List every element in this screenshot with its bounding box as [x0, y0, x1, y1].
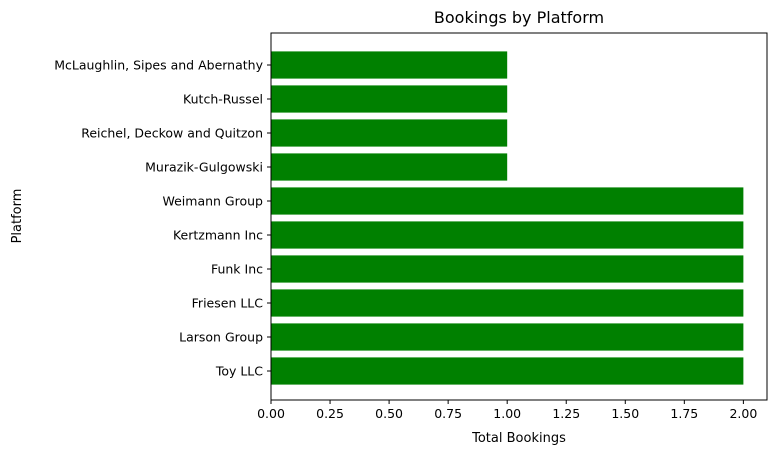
y-tick-label: Friesen LLC [192, 296, 264, 311]
y-tick-label: Weimann Group [162, 194, 263, 209]
x-tick-label: 1.00 [493, 406, 521, 421]
bar-funk-inc [271, 255, 744, 283]
x-tick-label: 1.50 [611, 406, 639, 421]
bar-kutch-russel [271, 85, 508, 113]
y-tick-label: Toy LLC [215, 364, 263, 379]
x-tick-label: 0.25 [316, 406, 344, 421]
x-tick-label: 1.75 [670, 406, 698, 421]
y-tick-label: Funk Inc [211, 262, 263, 277]
x-tick-label: 2.00 [729, 406, 757, 421]
bar-larson-group [271, 323, 744, 351]
bar-reichel-deckow-and-quitzon [271, 119, 508, 147]
bar-mclaughlin-sipes-and-abernathy [271, 51, 508, 79]
y-axis-label: Platform [10, 189, 25, 244]
y-tick-label: Reichel, Deckow and Quitzon [81, 126, 263, 141]
y-tick-label: Murazik-Gulgowski [145, 160, 263, 175]
x-ticks-group: 0.00 0.25 0.50 0.75 1.00 1.25 1.50 1.75 2.00 [257, 400, 757, 421]
y-ticks-group: Toy LLC Larson Group Friesen LLC Funk Inc Ke… [54, 58, 271, 379]
bar-toy-llc [271, 357, 744, 385]
bar-friesen-llc [271, 289, 744, 317]
chart-title: Bookings by Platform [434, 8, 604, 27]
y-tick-label: McLaughlin, Sipes and Abernathy [54, 58, 263, 73]
plot-frame [270, 32, 768, 401]
bar-kertzmann-inc [271, 221, 744, 249]
x-tick-label: 0.00 [257, 406, 285, 421]
x-axis-label: Total Bookings [471, 431, 566, 446]
bars-group [271, 51, 744, 385]
y-tick-label: Kertzmann Inc [173, 228, 263, 243]
bar-weimann-group [271, 187, 744, 215]
x-tick-label: 0.75 [434, 406, 462, 421]
y-tick-label: Larson Group [179, 330, 263, 345]
bar-murazik-gulgowski [271, 153, 508, 181]
x-tick-label: 1.25 [552, 406, 580, 421]
y-tick-label: Kutch-Russel [183, 92, 263, 107]
x-tick-label: 0.50 [375, 406, 403, 421]
